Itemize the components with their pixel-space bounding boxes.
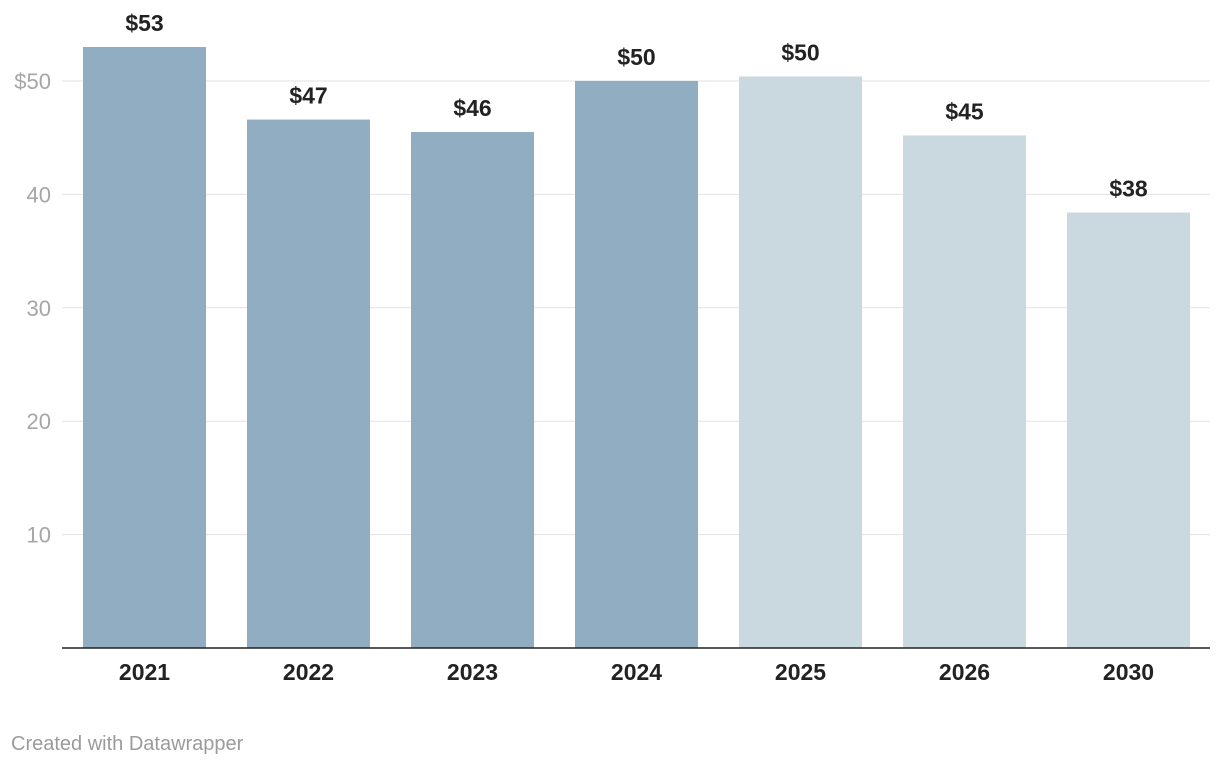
x-tick-label-2021: 2021	[119, 659, 170, 685]
y-tick-label: 40	[27, 182, 51, 207]
value-label-2023: $46	[453, 95, 491, 121]
bars	[83, 46, 1190, 649]
x-tick-label-2026: 2026	[939, 659, 990, 685]
datawrapper-credit: Created with Datawrapper	[11, 733, 244, 755]
bar-2024	[575, 81, 698, 648]
bar-2025	[739, 76, 862, 649]
bar-2022	[247, 119, 370, 648]
value-label-2025: $50	[781, 39, 819, 65]
y-tick-label: 20	[27, 409, 51, 434]
y-tick-label: 30	[27, 296, 51, 321]
x-axis-ticks: 2021 2022 2023 2024 2025 2026 2030	[119, 659, 1154, 685]
x-tick-label-2023: 2023	[447, 659, 498, 685]
bar-2030	[1067, 212, 1190, 648]
x-tick-label-2022: 2022	[283, 659, 334, 685]
y-tick-label: 10	[27, 523, 51, 548]
x-tick-label-2025: 2025	[775, 659, 826, 685]
value-label-2026: $45	[945, 98, 984, 124]
value-label-2024: $50	[617, 44, 655, 70]
x-tick-label-2030: 2030	[1103, 659, 1154, 685]
bar-2023	[411, 132, 534, 648]
value-labels: $53 $47 $46 $50 $50 $45 $38	[125, 10, 1148, 202]
y-axis-ticks: 10 20 30 40 $50	[14, 69, 51, 548]
value-label-2030: $38	[1109, 176, 1148, 202]
bar-2026	[903, 135, 1026, 648]
value-label-2022: $47	[289, 83, 327, 109]
x-tick-label-2024: 2024	[611, 659, 662, 685]
bar-2021	[83, 46, 206, 649]
value-label-2021: $53	[125, 10, 163, 36]
y-tick-label: $50	[14, 69, 51, 94]
